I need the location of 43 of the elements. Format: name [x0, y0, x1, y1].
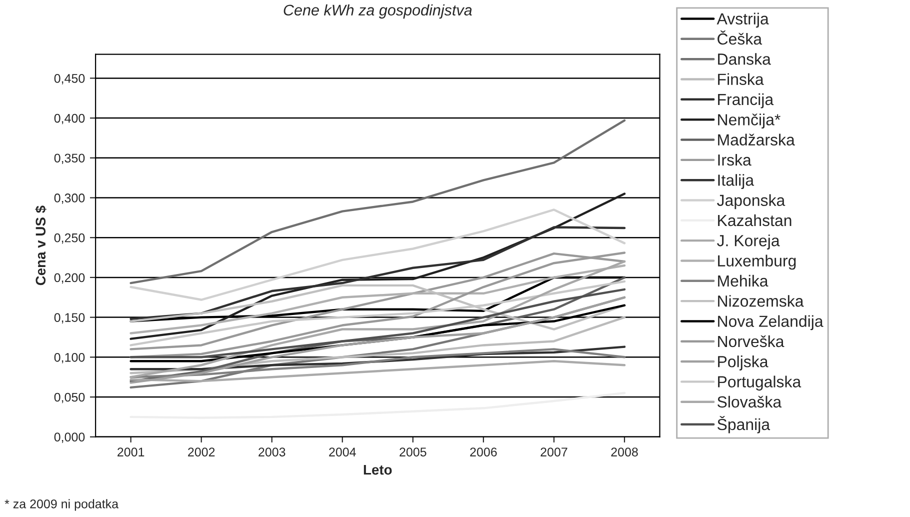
x-tick-label: 2001: [118, 448, 144, 456]
x-tick-label: 2008: [611, 448, 638, 456]
y-tick-label: 0,000: [54, 432, 85, 443]
x-tick-label: 2007: [540, 448, 568, 456]
legend-label: Poljska: [718, 356, 768, 370]
y-tick-label: 0,100: [54, 352, 85, 364]
legend-label: Finska: [718, 73, 764, 85]
y-tick-label: 0,400: [54, 114, 85, 124]
legend-label: Kazahstan: [718, 214, 792, 226]
y-tick-label: 0,250: [54, 233, 85, 244]
x-tick-label: 2002: [188, 448, 215, 456]
legend-label: Norveška: [718, 335, 784, 348]
legend-label: Avstrija: [716, 12, 769, 28]
legend-label: Češka: [718, 30, 762, 45]
y-tick-label: 0,050: [54, 392, 85, 404]
legend-label: Portugalska: [718, 376, 802, 391]
legend-label: Madžarska: [718, 134, 795, 146]
legend-label: Nemčija*: [718, 114, 780, 129]
text: * za 2009 ni podatka: [4, 499, 119, 511]
legend-label: Italija: [718, 174, 754, 189]
y-tick-label: 0,350: [54, 154, 85, 164]
y-tick-label: 0,300: [54, 194, 85, 204]
x-axis-title: Leto: [364, 465, 392, 475]
legend-label: Španija: [717, 416, 770, 434]
legend-label: Luxemburg: [718, 254, 796, 270]
legend-label: Francija: [718, 93, 774, 108]
x-tick-label: 2004: [329, 448, 356, 456]
x-tick-label: 2006: [470, 448, 497, 456]
legend-label: J. Koreja: [717, 234, 780, 250]
y-axis-title: Cena v US $: [35, 206, 46, 286]
y-tick-label: 0,450: [54, 74, 85, 84]
legend-label: Irska: [718, 154, 752, 166]
legend-label: Slovaška: [717, 396, 782, 408]
chart-title: Cene kWh za gospodinjstva: [284, 4, 472, 19]
legend-label: Japonska: [717, 194, 786, 210]
legend-label: Danska: [718, 53, 771, 65]
y-tick-label: 0,150: [54, 313, 85, 324]
legend-label: Mehika: [718, 274, 768, 287]
x-tick-label: 2003: [258, 448, 286, 456]
x-tick-label: 2005: [400, 448, 426, 456]
legend-label: Nova Zelandija: [718, 315, 824, 330]
legend-label: Nizozemska: [718, 295, 804, 307]
y-tick-label: 0,200: [54, 273, 85, 284]
